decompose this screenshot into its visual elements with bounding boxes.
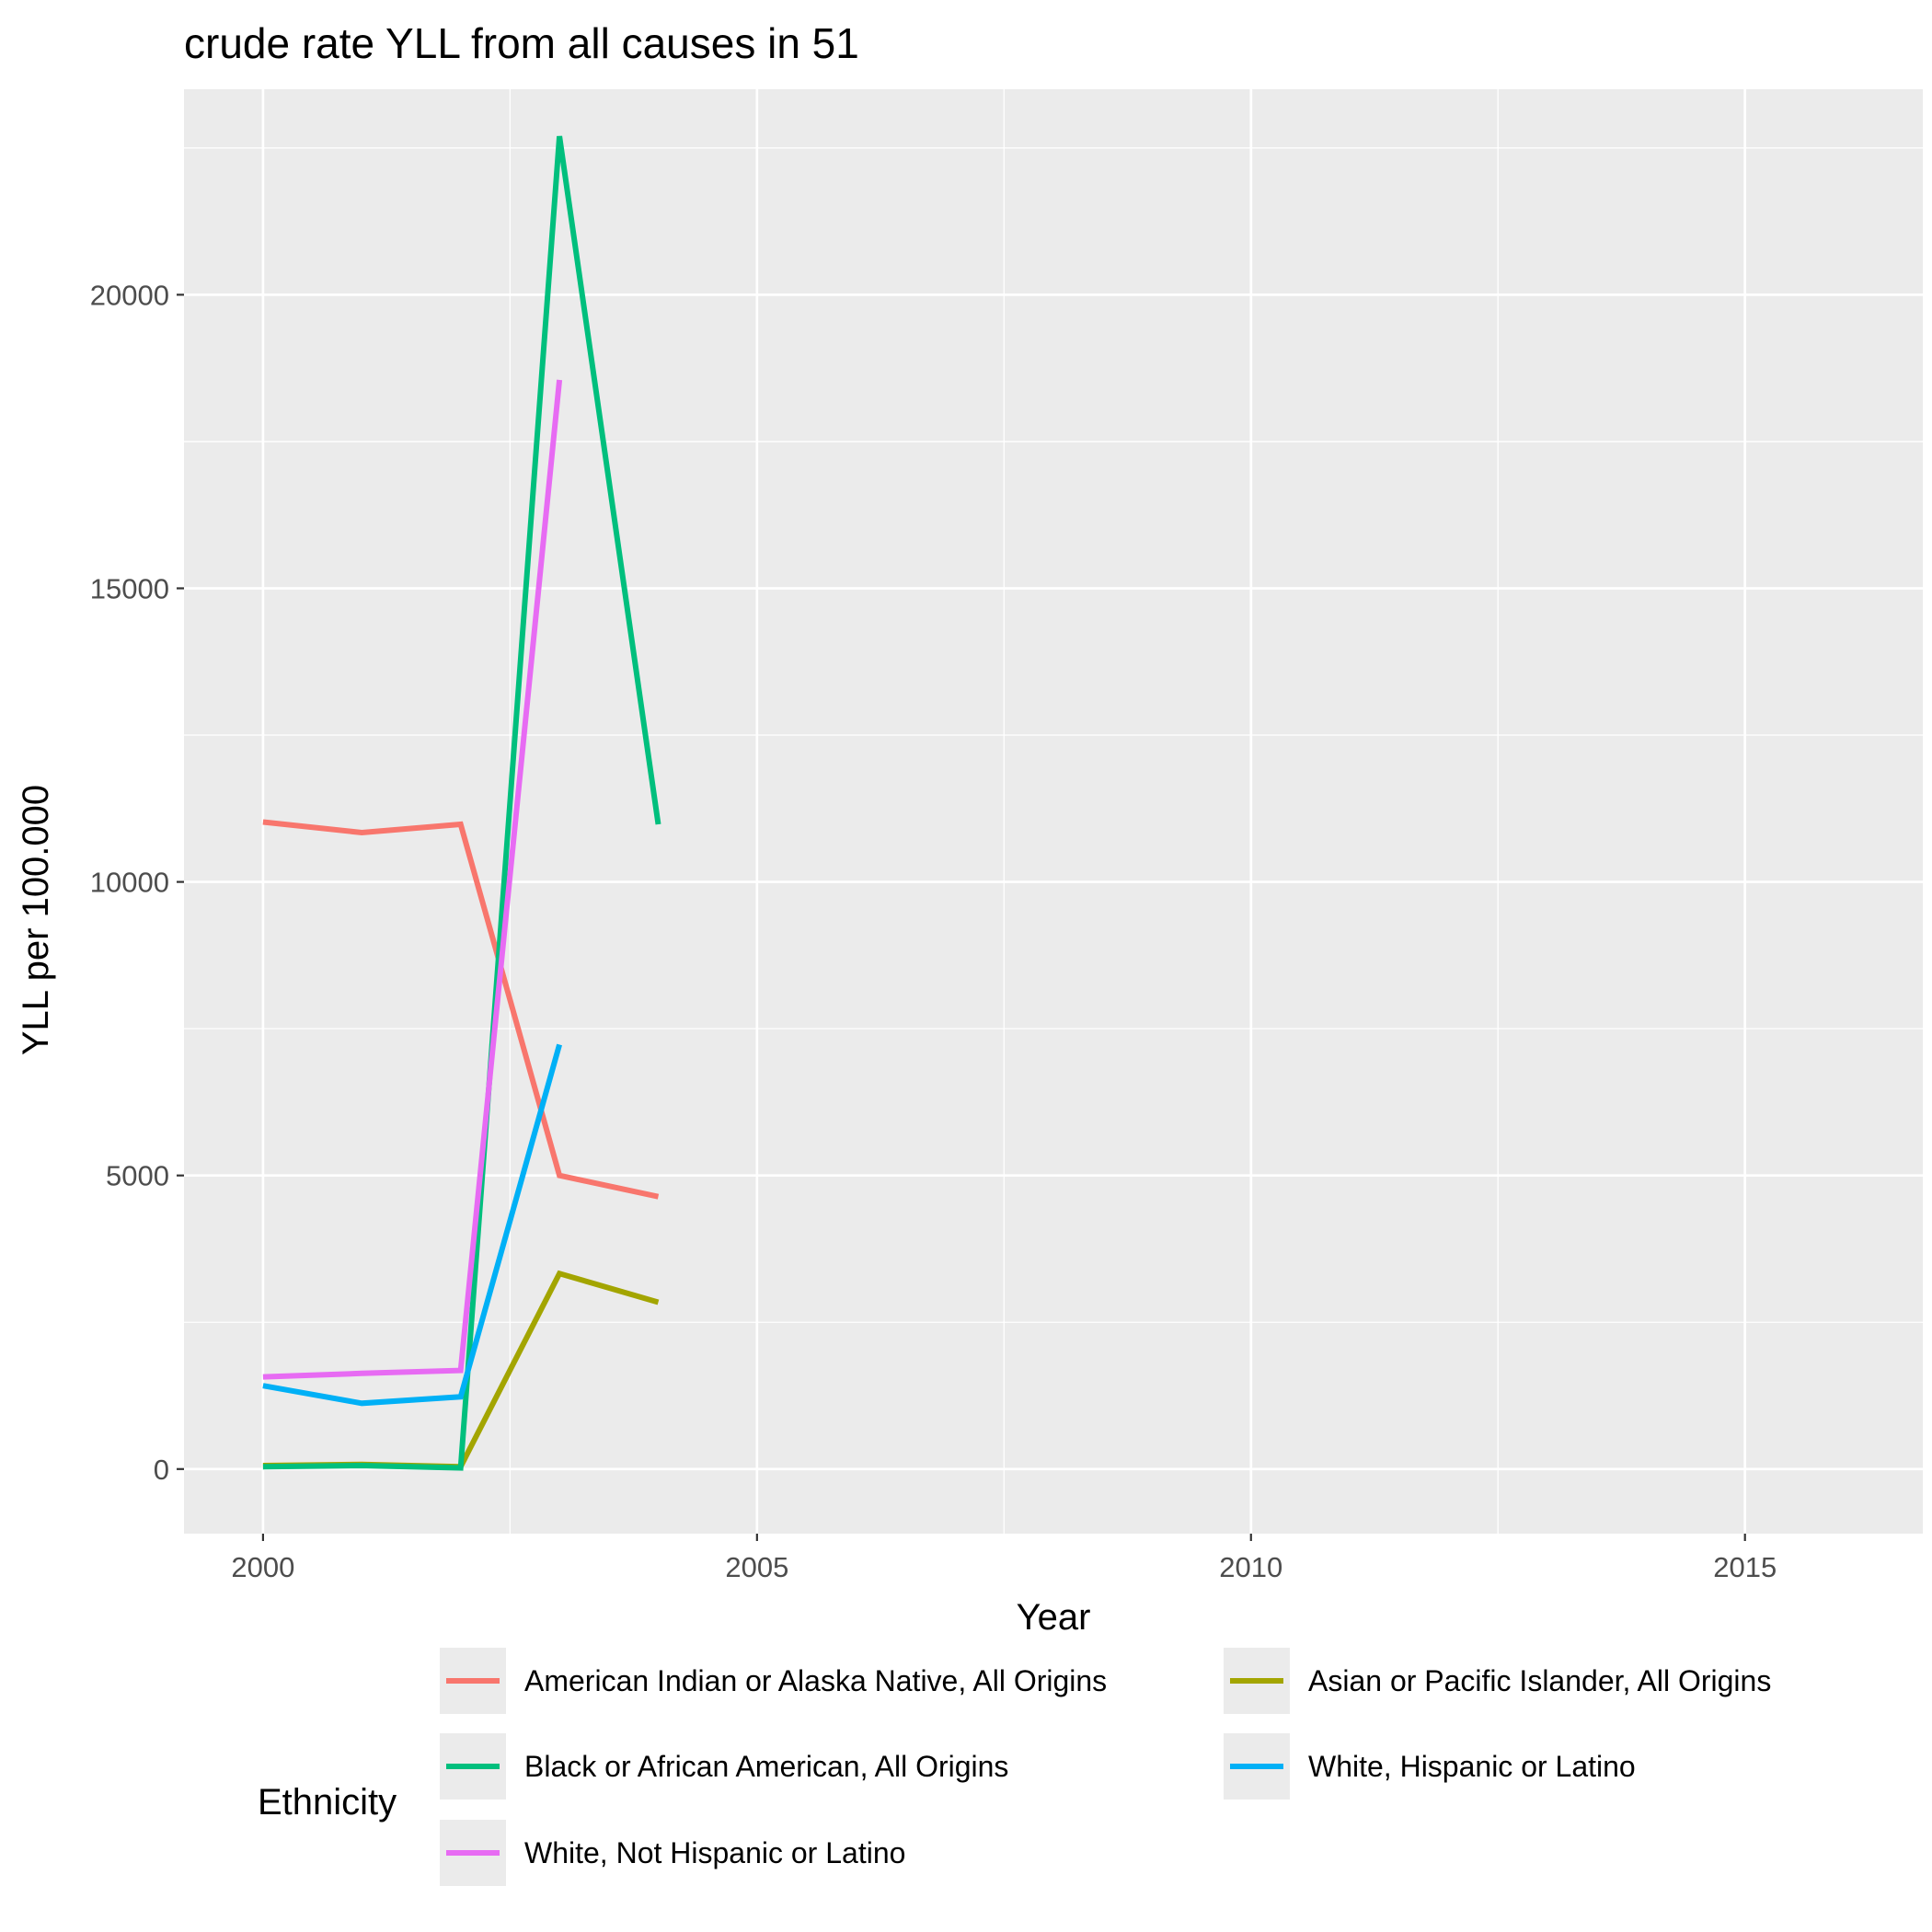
series-line-1 <box>262 819 660 1200</box>
legend-label: White, Hispanic or Latino <box>1308 1750 1636 1783</box>
legend-item: White, Not Hispanic or Latino <box>440 1820 905 1886</box>
y-tick-label: 5000 <box>106 1160 169 1192</box>
x-axis-title: Year <box>1017 1597 1091 1638</box>
legend-label: Asian or Pacific Islander, All Origins <box>1308 1664 1771 1697</box>
legend-label: American Indian or Alaska Native, All Or… <box>524 1664 1107 1697</box>
chart-title: crude rate YLL from all causes in 51 <box>184 19 859 67</box>
legend: Ethnicity American Indian or Alaska Nati… <box>258 1648 1771 1886</box>
legend-item: White, Hispanic or Latino <box>1224 1733 1636 1800</box>
y-axis-title: YLL per 100.000 <box>16 785 56 1055</box>
legend-label: White, Not Hispanic or Latino <box>524 1836 905 1869</box>
y-tick-label: 10000 <box>90 867 169 899</box>
y-tick-label: 15000 <box>90 572 169 604</box>
legend-label: Black or African American, All Origins <box>524 1750 1008 1783</box>
x-tick-label: 2000 <box>231 1551 294 1583</box>
series-line-5 <box>262 379 563 1380</box>
y-axis: 0 5000 10000 15000 20000 <box>90 279 184 1486</box>
x-tick-label: 2005 <box>725 1551 788 1583</box>
legend-title: Ethnicity <box>258 1782 397 1823</box>
major-gridlines <box>184 89 1923 1534</box>
series-line-4 <box>262 1043 562 1407</box>
x-tick-label: 2015 <box>1713 1551 1777 1583</box>
legend-item: Black or African American, All Origins <box>440 1733 1008 1800</box>
x-axis: 2000 2005 2010 2015 <box>231 1534 1777 1583</box>
y-tick-label: 20000 <box>90 279 169 311</box>
y-tick-label: 0 <box>154 1454 169 1486</box>
series-line-3 <box>262 135 661 1471</box>
series-lines <box>262 135 661 1471</box>
x-tick-label: 2010 <box>1219 1551 1282 1583</box>
legend-item: American Indian or Alaska Native, All Or… <box>440 1648 1107 1714</box>
legend-item: Asian or Pacific Islander, All Origins <box>1224 1648 1771 1714</box>
plot-panel <box>184 89 1923 1534</box>
